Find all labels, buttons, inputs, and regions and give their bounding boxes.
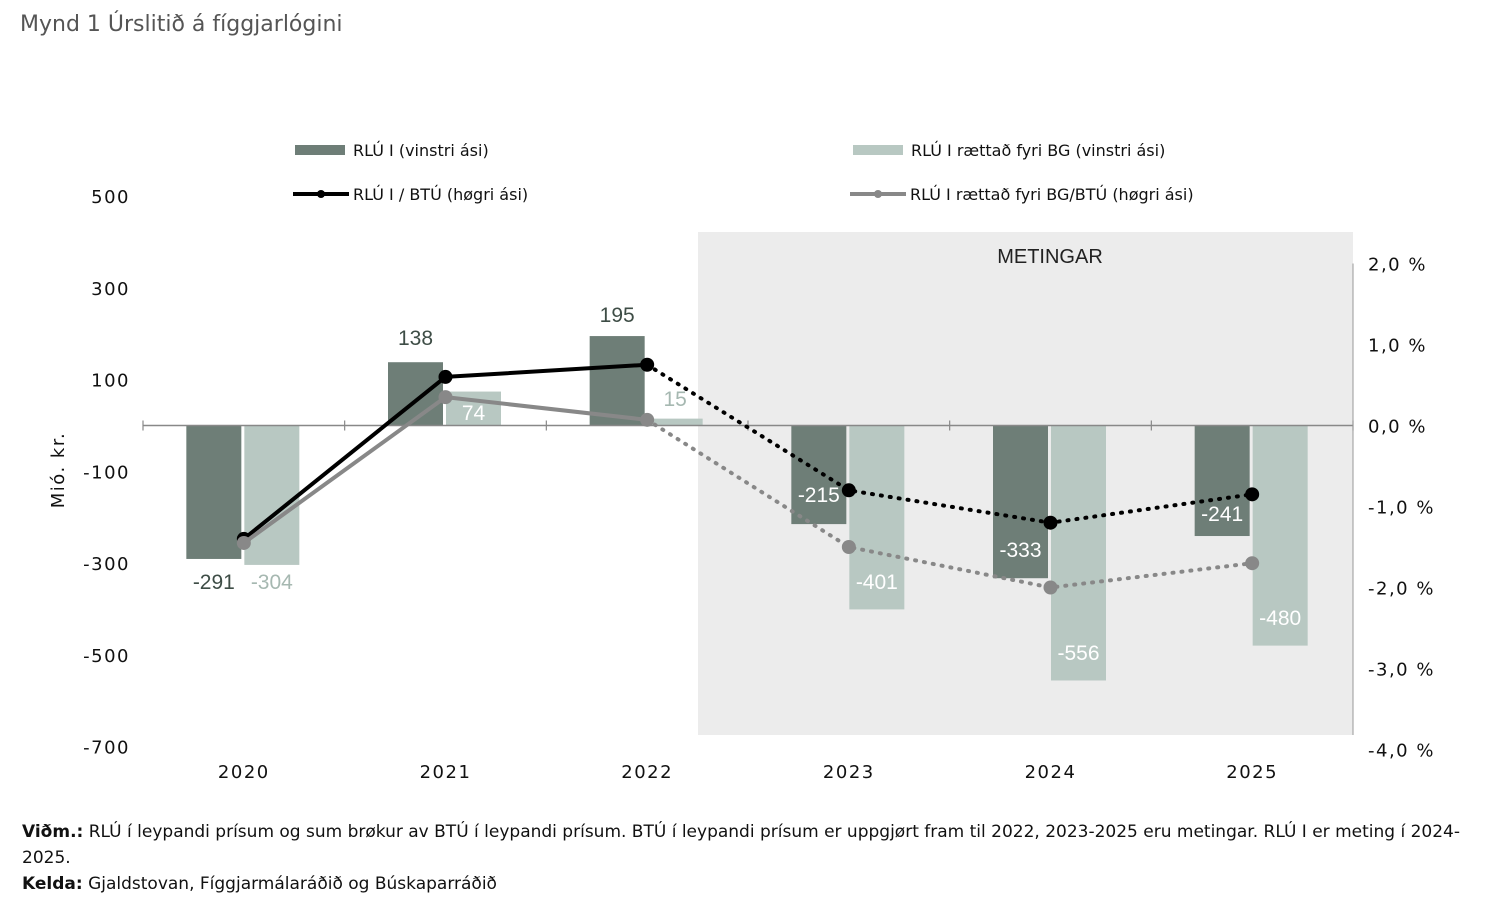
legend-label-3: RLÚ I rættað fyri BG/BTÚ (høgri ási)	[910, 185, 1194, 204]
y2-tick-label: -1,0 %	[1368, 498, 1435, 519]
y2-tick-label: 0,0 %	[1368, 417, 1427, 438]
y-tick-label: 100	[91, 371, 130, 392]
data-label-rlu-bg-2022: 15	[663, 388, 686, 411]
data-label-rlu-bg-2021: 74	[462, 402, 486, 425]
line-rlu-bg-btu-point-2020	[236, 535, 251, 550]
line-rlu-bg-btu-forecast	[645, 417, 1255, 590]
y2-tick-label: 1,0 %	[1368, 336, 1427, 357]
line-rlu-btu-point-2024	[1043, 515, 1058, 530]
x-tick-label-2024: 2024	[1025, 762, 1077, 783]
legend-label-1: RLÚ I rættað fyri BG (vinstri ási)	[911, 141, 1165, 160]
source-label: Kelda:	[22, 874, 83, 894]
legend-label-0: RLÚ I (vinstri ási)	[353, 141, 489, 160]
data-label-rlu-bg-2024: -556	[1057, 642, 1099, 665]
bar-rlu-bg-2024	[1051, 425, 1106, 681]
bar-rlu-bg-2025	[1252, 425, 1308, 646]
y-tick-label: -300	[83, 554, 130, 575]
note-line: Viðm.: RLÚ í leypandi prísum og sum brøk…	[22, 819, 1472, 871]
bar-rlu-bg-2020	[244, 425, 300, 565]
note-text: RLÚ í leypandi prísum og sum brøkur av B…	[22, 822, 1460, 868]
data-label-rlu-2022: 195	[600, 304, 635, 327]
data-label-rlu-2023: -215	[798, 484, 840, 507]
data-label-rlu-2024: -333	[999, 539, 1041, 562]
bar-rlu-2022	[589, 336, 645, 426]
line-rlu-btu-point-2025	[1245, 487, 1260, 502]
y-tick-label: -500	[83, 646, 130, 667]
y-tick-label: -100	[83, 462, 130, 483]
line-rlu-btu-forecast	[645, 362, 1255, 525]
x-tick-label-2021: 2021	[420, 762, 472, 783]
line-rlu-bg-btu-point-2023	[841, 540, 856, 554]
y-tick-label: -700	[83, 738, 130, 759]
page-title: Mynd 1 Úrslitið á fíggjarlógini	[20, 12, 343, 37]
legend-marker-2	[317, 190, 325, 198]
bar-rlu-bg-2022	[647, 418, 703, 426]
y2-tick-label: 2,0 %	[1368, 255, 1427, 276]
line-rlu-bg-btu-point-2024	[1043, 580, 1058, 595]
data-label-rlu-2021: 138	[398, 327, 433, 350]
x-tick-label-2022: 2022	[621, 762, 673, 783]
bar-rlu-bg-2023	[849, 425, 905, 610]
legend-swatch-0	[295, 145, 345, 155]
chart-notes: Viðm.: RLÚ í leypandi prísum og sum brøk…	[22, 819, 1472, 897]
bar-rlu-2024	[993, 425, 1048, 579]
legend-swatch-1	[853, 145, 903, 155]
line-rlu-bg-btu-point-2025	[1245, 556, 1260, 571]
bar-rlu-2020	[186, 425, 242, 559]
legend-label-2: RLÚ I / BTÚ (høgri ási)	[353, 185, 528, 204]
bar-rlu-2023	[791, 425, 847, 525]
data-label-rlu-bg-2025: -480	[1259, 607, 1301, 630]
bar-rlu-2025	[1194, 425, 1250, 537]
note-label: Viðm.:	[22, 822, 84, 842]
y2-tick-label: -2,0 %	[1368, 579, 1435, 600]
chart: METINGAR -291 138 195 -215 -333 -241 -304 74 15 -4…	[48, 141, 1435, 783]
line-rlu-btu-point-2022	[640, 357, 655, 372]
line-rlu-btu-point-2021	[438, 369, 453, 384]
line-rlu-btu-point-2023	[841, 483, 856, 498]
y-axis-title: Mió. kr.	[48, 432, 69, 509]
forecast-label: METINGAR	[997, 246, 1103, 268]
y2-tick-label: -4,0 %	[1368, 741, 1435, 762]
line-rlu-bg-btu-actual	[242, 395, 648, 545]
x-tick-label-2020: 2020	[218, 762, 270, 783]
legend-marker-3	[874, 190, 882, 198]
y2-tick-label: -3,0 %	[1368, 660, 1435, 681]
x-tick-label-2025: 2025	[1226, 762, 1278, 783]
x-tick-label-2023: 2023	[823, 762, 875, 783]
source-text: Gjaldstovan, Fíggjarmálaráðið og Búskapa…	[88, 874, 497, 894]
data-label-rlu-bg-2020: -304	[251, 571, 293, 594]
data-label-rlu-2020: -291	[193, 571, 235, 594]
line-rlu-bg-btu-point-2022	[640, 412, 655, 427]
line-rlu-bg-btu-point-2021	[438, 390, 453, 405]
data-label-rlu-2025: -241	[1201, 503, 1243, 526]
y-tick-label: 300	[91, 279, 130, 300]
data-label-rlu-bg-2023: -401	[856, 571, 898, 594]
y-tick-label: 500	[91, 187, 130, 208]
source-line: Kelda: Gjaldstovan, Fíggjarmálaráðið og …	[22, 871, 1472, 897]
